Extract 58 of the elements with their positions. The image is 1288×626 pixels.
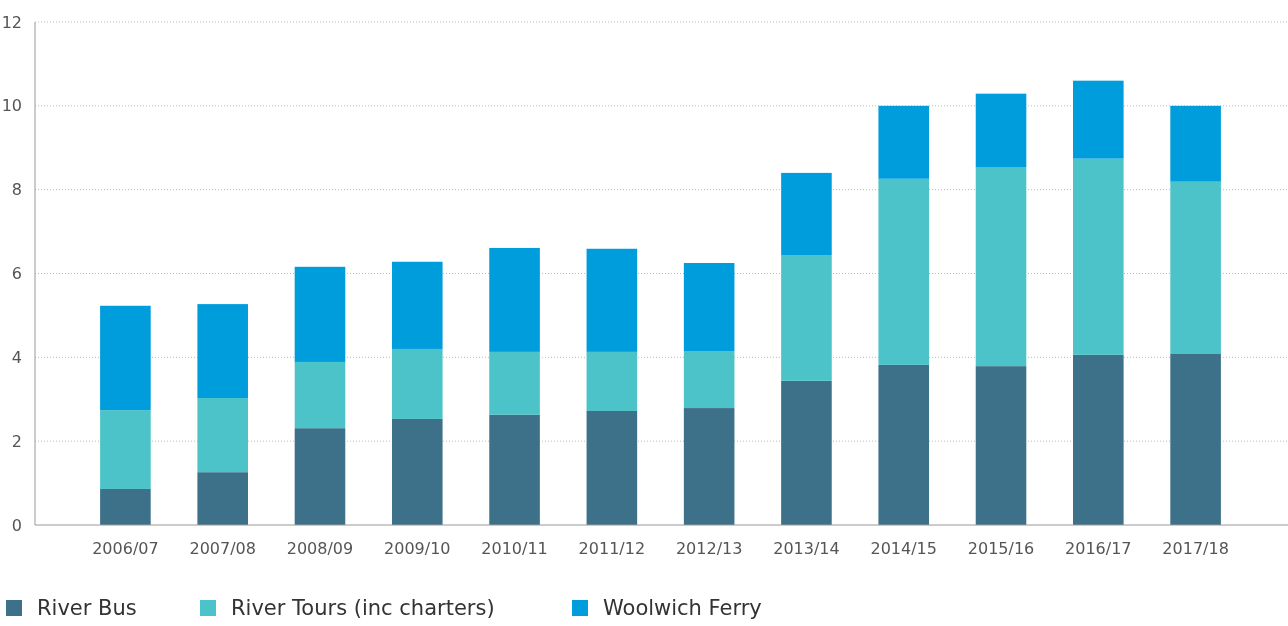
bar — [975, 93, 1027, 168]
bar — [878, 178, 930, 365]
bar — [489, 351, 540, 415]
x-tick-label: 2014/15 — [870, 539, 937, 558]
bar — [391, 261, 443, 349]
bar — [1170, 353, 1221, 525]
x-tick-label: 2016/17 — [1065, 539, 1132, 558]
bar — [1073, 354, 1124, 525]
y-tick-label: 12 — [1, 12, 22, 32]
y-tick-label: 4 — [11, 347, 22, 367]
bar — [586, 351, 638, 411]
bar — [586, 248, 638, 352]
bar — [878, 105, 930, 179]
bar — [489, 414, 540, 525]
bar — [878, 364, 930, 525]
y-tick-label: 10 — [1, 96, 22, 116]
bar — [100, 488, 151, 525]
bar — [391, 418, 443, 525]
y-tick-label: 8 — [11, 180, 22, 200]
bar — [100, 305, 151, 411]
x-tick-label: 2006/07 — [92, 539, 159, 558]
bar — [489, 247, 540, 352]
bar — [100, 410, 151, 489]
bar — [683, 408, 735, 525]
legend-label: River Tours (inc charters) — [231, 596, 495, 621]
bar — [1170, 181, 1221, 354]
x-tick-label: 2010/11 — [481, 539, 548, 558]
bar — [975, 366, 1027, 525]
x-tick-label: 2008/09 — [286, 539, 354, 558]
bar — [197, 472, 248, 525]
y-tick-label: 0 — [11, 515, 22, 535]
bar — [975, 167, 1027, 367]
bar — [391, 348, 443, 419]
x-tick-label: 2012/13 — [675, 539, 743, 558]
bar — [294, 361, 346, 429]
x-tick-label: 2011/12 — [578, 539, 646, 558]
bar — [781, 255, 832, 381]
bar — [683, 263, 735, 352]
bar — [1170, 105, 1221, 182]
bar — [294, 266, 346, 362]
y-tick-label: 6 — [11, 264, 22, 284]
bar — [781, 380, 832, 525]
bar — [197, 304, 248, 398]
bar — [1073, 158, 1124, 355]
legend-label: River Bus — [37, 596, 137, 621]
x-tick-label: 2009/10 — [384, 539, 451, 558]
bar — [197, 397, 248, 473]
x-tick-label: 2015/16 — [967, 539, 1035, 558]
x-tick-label: 2007/08 — [189, 539, 256, 558]
legend-label: Woolwich Ferry — [603, 596, 762, 621]
x-tick-label: 2013/14 — [773, 539, 840, 558]
bar — [1073, 80, 1124, 159]
bar — [683, 351, 735, 409]
bar — [294, 428, 346, 525]
x-tick-label: 2017/18 — [1162, 539, 1229, 558]
bar — [781, 172, 832, 256]
bar — [586, 410, 638, 525]
y-tick-label: 2 — [11, 431, 22, 451]
